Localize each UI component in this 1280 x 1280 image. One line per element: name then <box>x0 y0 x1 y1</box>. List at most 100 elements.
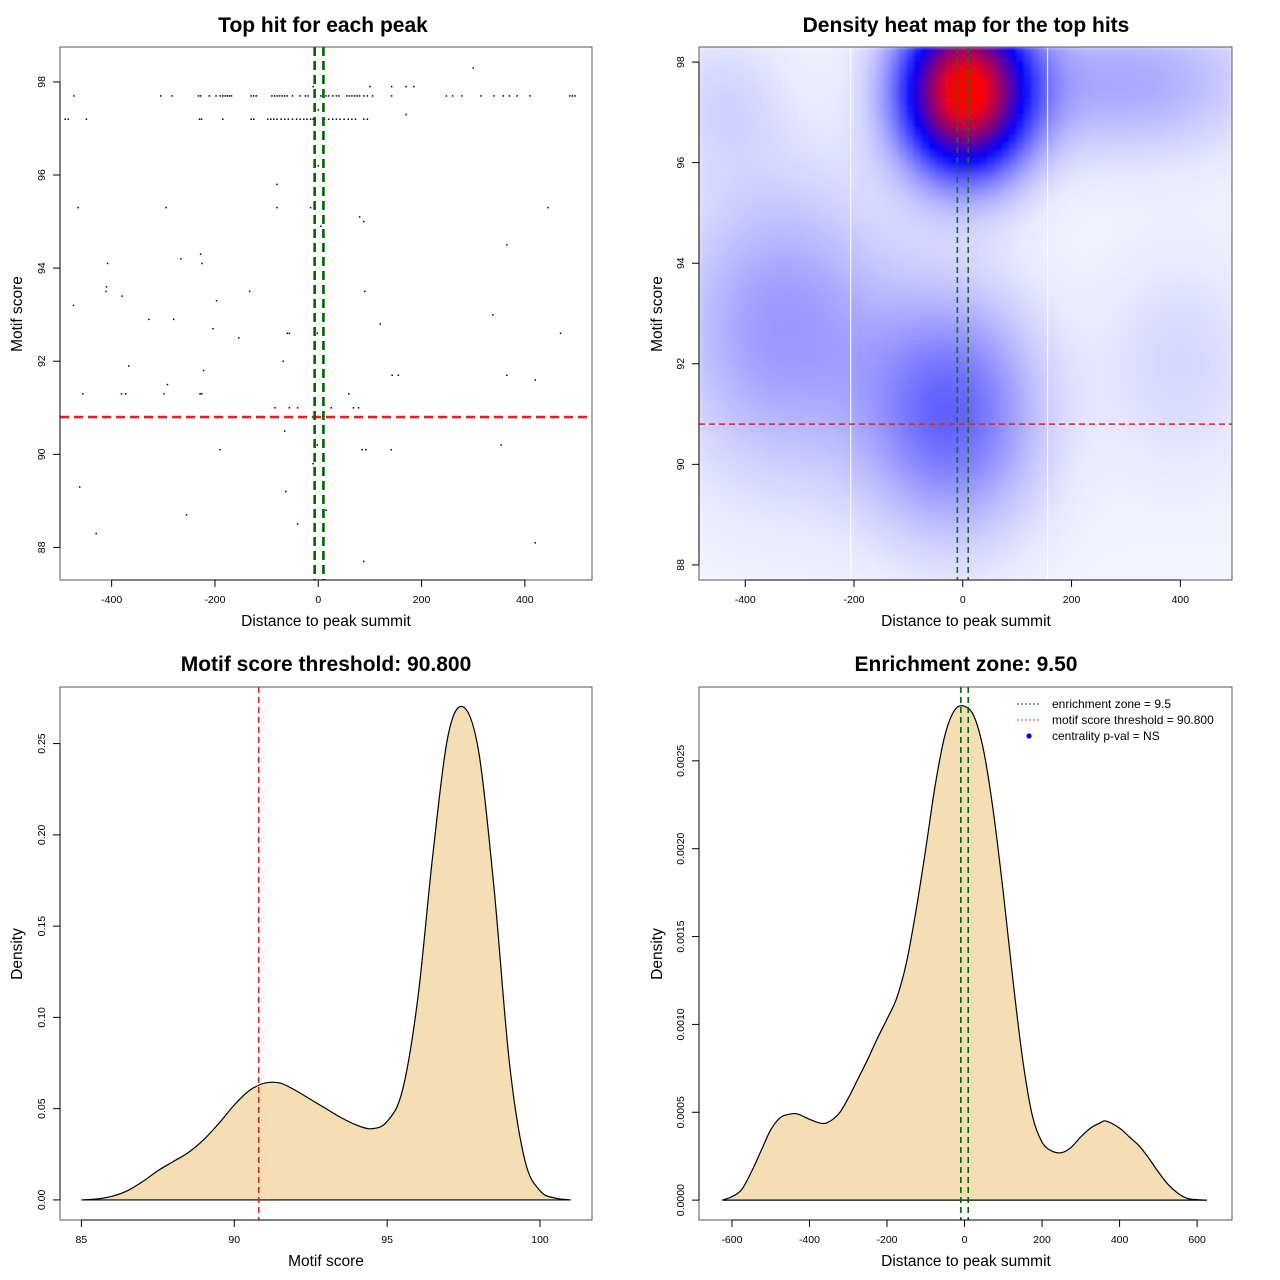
heatmap-cell <box>1076 246 1085 255</box>
heatmap-cell <box>720 550 729 559</box>
heatmap-cell <box>1083 461 1092 470</box>
heatmap-cell <box>699 468 707 477</box>
heatmap-cell <box>750 61 759 70</box>
heatmap-cell <box>743 550 752 559</box>
heatmap-cell <box>1031 91 1040 100</box>
heatmap-cell <box>1091 513 1100 522</box>
heatmap-cell <box>1098 276 1107 285</box>
heatmap-cell <box>772 513 781 522</box>
heatmap-cell <box>824 91 833 100</box>
heatmap-cell <box>1024 68 1033 77</box>
heatmap-cell <box>794 328 803 337</box>
heatmap-cell <box>728 446 737 455</box>
heatmap-cell <box>706 483 715 492</box>
heatmap-cell <box>802 98 811 107</box>
heatmap-cell <box>817 253 826 262</box>
heatmap-cell <box>1068 350 1077 359</box>
heatmap-cell <box>802 424 811 433</box>
heatmap-cell <box>883 68 892 77</box>
heatmap-cell <box>1113 342 1122 351</box>
heatmap-cell <box>720 476 729 485</box>
heatmap-cell <box>750 453 759 462</box>
heatmap-cell <box>972 483 981 492</box>
heatmap-cell <box>780 261 789 270</box>
heatmap-cell <box>1172 128 1181 137</box>
data-point <box>287 118 290 120</box>
heatmap-cell <box>728 513 737 522</box>
heatmap-cell <box>1150 483 1159 492</box>
heatmap-cell <box>1105 246 1114 255</box>
heatmap-cell <box>1120 416 1129 425</box>
heatmap-cell <box>1054 505 1063 514</box>
heatmap-cell <box>765 527 774 536</box>
heatmap-cell <box>1105 283 1114 292</box>
heatmap-cell <box>1039 564 1048 573</box>
heatmap-cell <box>735 461 744 470</box>
heatmap-cell <box>1179 47 1188 55</box>
heatmap-cell <box>1105 305 1114 314</box>
heatmap-cell <box>928 179 937 188</box>
heatmap-cell <box>1150 209 1159 218</box>
heatmap-cell <box>1024 535 1033 544</box>
heatmap-cell <box>1017 513 1026 522</box>
heatmap-cell <box>809 572 818 580</box>
heatmap-cell <box>905 305 914 314</box>
heatmap-cell <box>713 335 722 344</box>
heatmap-cell <box>1128 157 1137 166</box>
heatmap-cell <box>868 387 877 396</box>
heatmap-cell <box>891 142 900 151</box>
heatmap-cell <box>1061 483 1070 492</box>
heatmap-cell <box>913 76 922 85</box>
heatmap-cell <box>1120 572 1129 580</box>
heatmap-cell <box>1172 231 1181 240</box>
heatmap-cell <box>1157 135 1166 144</box>
heatmap-cell <box>794 572 803 580</box>
heatmap-cell <box>1017 379 1026 388</box>
heatmap-cell <box>772 527 781 536</box>
heatmap-cell <box>1091 424 1100 433</box>
heatmap-cell <box>817 402 826 411</box>
heatmap-cell <box>794 402 803 411</box>
heatmap-cell <box>898 424 907 433</box>
heatmap-cell <box>817 513 826 522</box>
heatmap-cell <box>1046 313 1055 322</box>
heatmap-cell <box>957 335 966 344</box>
heatmap-cell <box>1039 224 1048 233</box>
heatmap-cell <box>1120 498 1129 507</box>
heatmap-cell <box>720 505 729 514</box>
heatmap-cell <box>1157 439 1166 448</box>
heatmap-cell <box>898 535 907 544</box>
heatmap-cell <box>1172 535 1181 544</box>
heatmap-cell <box>1009 113 1018 122</box>
heatmap-cell <box>1150 172 1159 181</box>
heatmap-cell <box>728 91 737 100</box>
heatmap-cell <box>1039 150 1048 159</box>
heatmap-cell <box>824 202 833 211</box>
heatmap-cell <box>1009 268 1018 277</box>
heatmap-cell <box>757 290 766 299</box>
heatmap-cell <box>1046 113 1055 122</box>
heatmap-cell <box>728 224 737 233</box>
heatmap-cell <box>868 283 877 292</box>
data-point <box>345 95 348 97</box>
heatmap-cell <box>1098 483 1107 492</box>
heatmap-cell <box>1054 209 1063 218</box>
heatmap-cell <box>1061 246 1070 255</box>
heatmap-cell <box>706 394 715 403</box>
heatmap-cell <box>1157 328 1166 337</box>
heatmap-cell <box>757 328 766 337</box>
heatmap-cell <box>1105 490 1114 499</box>
heatmap-cell <box>713 135 722 144</box>
heatmap-cell <box>1031 61 1040 70</box>
heatmap-cell <box>972 394 981 403</box>
heatmap-cell <box>972 335 981 344</box>
heatmap-cell <box>728 298 737 307</box>
heatmap-cell <box>1046 350 1055 359</box>
heatmap-cell <box>831 283 840 292</box>
heatmap-cell <box>1157 142 1166 151</box>
heatmap-cell <box>972 416 981 425</box>
heatmap-cell <box>1002 253 1011 262</box>
heatmap-cell <box>839 157 848 166</box>
heatmap-cell <box>1024 165 1033 174</box>
heatmap-cell <box>1157 527 1166 536</box>
